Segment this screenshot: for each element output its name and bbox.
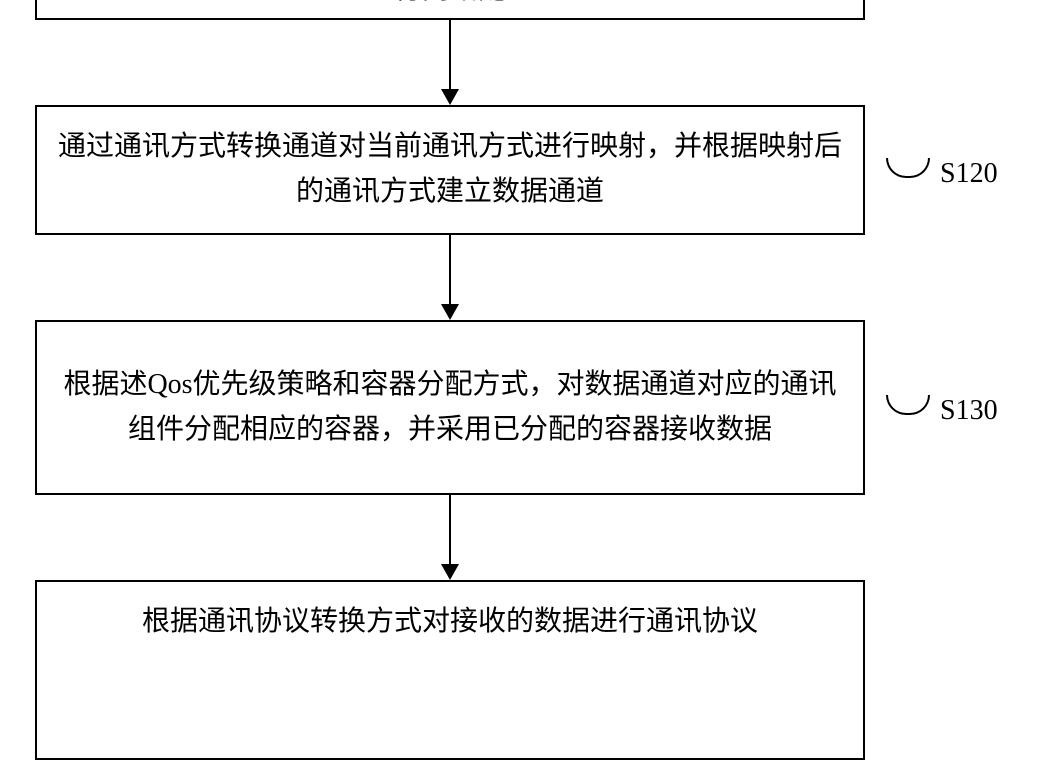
flow-node-3-text: 根据通讯协议转换方式对接收的数据进行通讯协议	[142, 600, 758, 645]
connector-1	[886, 158, 930, 178]
flow-node-0-text: 进行网络配置	[366, 0, 534, 12]
edge-1-2-head	[441, 304, 459, 320]
flow-node-1-text: 通过通讯方式转换通道对当前通讯方式进行映射，并根据映射后的通讯方式建立数据通道	[57, 125, 843, 215]
flowchart-canvas: 进行网络配置 通过通讯方式转换通道对当前通讯方式进行映射，并根据映射后的通讯方式…	[0, 0, 1050, 700]
connector-2	[886, 395, 930, 415]
flow-node-1: 通过通讯方式转换通道对当前通讯方式进行映射，并根据映射后的通讯方式建立数据通道	[35, 105, 865, 235]
edge-2-3-line	[449, 495, 451, 564]
flow-node-2-text: 根据述Qos优先级策略和容器分配方式，对数据通道对应的通讯组件分配相应的容器，并…	[57, 363, 843, 453]
edge-2-3-head	[441, 564, 459, 580]
flow-node-0: 进行网络配置	[35, 0, 865, 20]
edge-0-1-line	[449, 20, 451, 89]
label-s130: S130	[940, 395, 998, 427]
edge-0-1-head	[441, 89, 459, 105]
flow-node-2: 根据述Qos优先级策略和容器分配方式，对数据通道对应的通讯组件分配相应的容器，并…	[35, 320, 865, 495]
edge-1-2-line	[449, 235, 451, 304]
label-s120: S120	[940, 158, 998, 190]
flow-node-3: 根据通讯协议转换方式对接收的数据进行通讯协议	[35, 580, 865, 760]
